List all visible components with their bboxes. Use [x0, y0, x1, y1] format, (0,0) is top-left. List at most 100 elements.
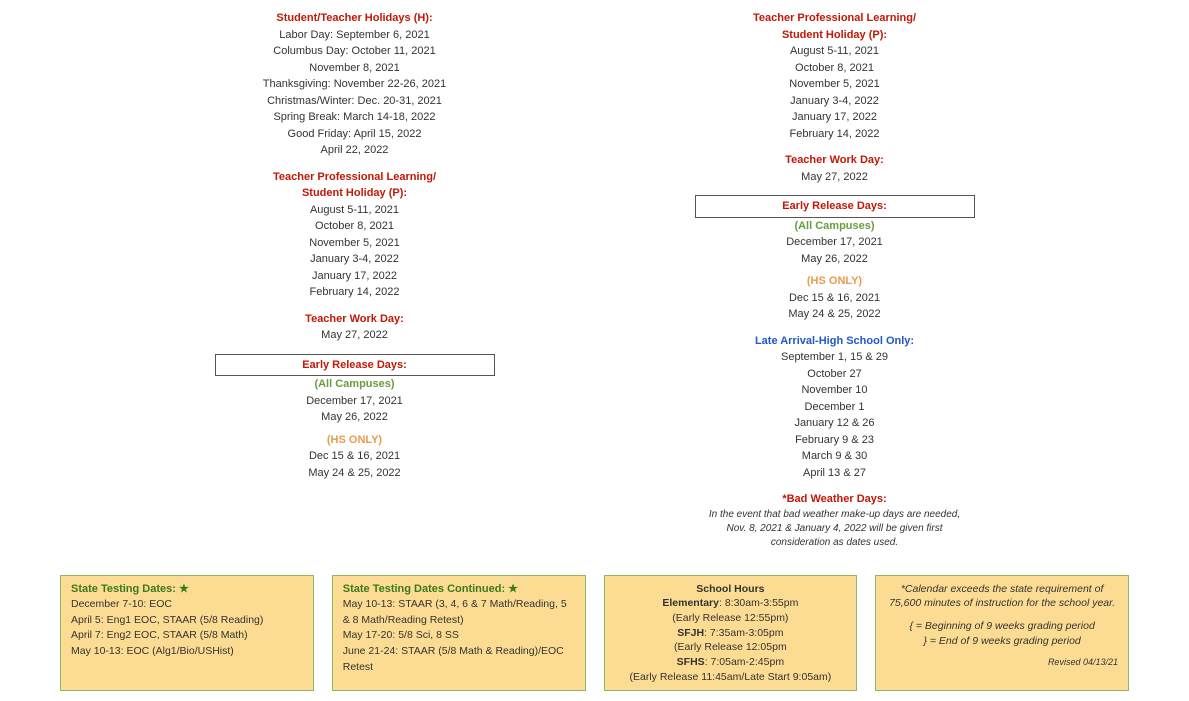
holidays-section: Student/Teacher Holidays (H): Labor Day:… — [205, 10, 505, 159]
list-item: May 26, 2022 — [205, 409, 505, 426]
c1-lines: December 7-10: EOCApril 5: Eng1 EOC, STA… — [71, 597, 303, 660]
erd-hs-title-right: (HS ONLY) — [685, 273, 985, 290]
holidays-list: Labor Day: September 6, 2021Columbus Day… — [205, 27, 505, 159]
list-item: February 14, 2022 — [205, 284, 505, 301]
list-item: January 17, 2022 — [205, 268, 505, 285]
list-item: September 1, 15 & 29 — [685, 349, 985, 366]
list-item: May 24 & 25, 2022 — [205, 465, 505, 482]
c3-elem-er: (Early Release 12:55pm) — [615, 611, 847, 626]
list-item: December 17, 2021 — [685, 234, 985, 251]
workday-section-right: Teacher Work Day: May 27, 2022 — [685, 152, 985, 185]
c2-lines: May 10-13: STAAR (3, 4, 6 & 7 Math/Readi… — [343, 597, 575, 676]
list-item: November 8, 2021 — [205, 60, 505, 77]
state-testing-card-1: State Testing Dates: ★ December 7-10: EO… — [60, 575, 314, 692]
c3-title: School Hours — [615, 582, 847, 597]
erd-all-list-left: December 17, 2021May 26, 2022 — [205, 393, 505, 426]
erd-hs-list-right: Dec 15 & 16, 2021May 24 & 25, 2022 — [685, 290, 985, 323]
list-item: May 10-13: EOC (Alg1/Bio/USHist) — [71, 644, 303, 660]
tpl-title2-right: Student Holiday (P): — [685, 27, 985, 44]
c1-title: State Testing Dates: ★ — [71, 582, 303, 597]
list-item: January 12 & 26 — [685, 415, 985, 432]
list-item: December 1 — [685, 399, 985, 416]
list-item: May 24 & 25, 2022 — [685, 306, 985, 323]
list-item: April 13 & 27 — [685, 465, 985, 482]
bottom-cards: State Testing Dates: ★ December 7-10: EO… — [60, 575, 1129, 692]
list-item: October 8, 2021 — [685, 60, 985, 77]
workday-title-left: Teacher Work Day: — [205, 311, 505, 328]
list-item: Thanksgiving: November 22-26, 2021 — [205, 76, 505, 93]
c3-jh: SFJH: 7:35am-3:05pm — [615, 626, 847, 641]
workday-right: May 27, 2022 — [685, 169, 985, 186]
erd-all-title-left: (All Campuses) — [205, 376, 505, 393]
workday-left: May 27, 2022 — [205, 327, 505, 344]
list-item: October 27 — [685, 366, 985, 383]
list-item: Christmas/Winter: Dec. 20-31, 2021 — [205, 93, 505, 110]
erd-title-right: Early Release Days: — [695, 195, 975, 218]
left-column: Student/Teacher Holidays (H): Labor Day:… — [205, 10, 505, 560]
list-item: Labor Day: September 6, 2021 — [205, 27, 505, 44]
erd-section-left: Early Release Days: (All Campuses) Decem… — [205, 354, 505, 482]
c2-title: State Testing Dates Continued: ★ — [343, 582, 575, 597]
list-item: April 22, 2022 — [205, 142, 505, 159]
erd-all-title-right: (All Campuses) — [685, 218, 985, 235]
list-item: October 8, 2021 — [205, 218, 505, 235]
erd-hs-list-left: Dec 15 & 16, 2021May 24 & 25, 2022 — [205, 448, 505, 481]
c3-hs-er: (Early Release 11:45am/Late Start 9:05am… — [615, 670, 847, 685]
list-item: March 9 & 30 — [685, 448, 985, 465]
c3-hs: SFHS: 7:05am-2:45pm — [615, 655, 847, 670]
list-item: February 9 & 23 — [685, 432, 985, 449]
workday-section-left: Teacher Work Day: May 27, 2022 — [205, 311, 505, 344]
list-item: Columbus Day: October 11, 2021 — [205, 43, 505, 60]
list-item: August 5-11, 2021 — [205, 202, 505, 219]
list-item: May 26, 2022 — [685, 251, 985, 268]
right-column: Teacher Professional Learning/ Student H… — [685, 10, 985, 560]
c3-jh-er: (Early Release 12:05pm — [615, 640, 847, 655]
holidays-title: Student/Teacher Holidays (H): — [205, 10, 505, 27]
list-item: August 5-11, 2021 — [685, 43, 985, 60]
list-item: December 17, 2021 — [205, 393, 505, 410]
list-item: December 7-10: EOC — [71, 597, 303, 613]
c4-revised: Revised 04/13/21 — [886, 656, 1118, 669]
list-item: April 5: Eng1 EOC, STAAR (5/8 Reading) — [71, 613, 303, 629]
c3-elem: Elementary: 8:30am-3:55pm — [615, 596, 847, 611]
tpl-list-right: August 5-11, 2021October 8, 2021November… — [685, 43, 985, 142]
list-item: Dec 15 & 16, 2021 — [685, 290, 985, 307]
list-item: May 17-20: 5/8 Sci, 8 SS — [343, 628, 575, 644]
late-list: September 1, 15 & 29October 27November 1… — [685, 349, 985, 481]
tpl-list-left: August 5-11, 2021October 8, 2021November… — [205, 202, 505, 301]
late-arrival-section: Late Arrival-High School Only: September… — [685, 333, 985, 482]
erd-hs-title-left: (HS ONLY) — [205, 432, 505, 449]
list-item: January 3-4, 2022 — [205, 251, 505, 268]
state-testing-card-2: State Testing Dates Continued: ★ May 10-… — [332, 575, 586, 692]
tpl-title1-left: Teacher Professional Learning/ — [205, 169, 505, 186]
list-item: January 17, 2022 — [685, 109, 985, 126]
bw-note2: Nov. 8, 2021 & January 4, 2022 will be g… — [685, 522, 985, 536]
workday-title-right: Teacher Work Day: — [685, 152, 985, 169]
bw-note1: In the event that bad weather make-up da… — [685, 508, 985, 522]
calendar-notes-card: *Calendar exceeds the state requirement … — [875, 575, 1129, 692]
list-item: June 21-24: STAAR (5/8 Math & Reading)/E… — [343, 644, 575, 676]
list-item: January 3-4, 2022 — [685, 93, 985, 110]
list-item: May 10-13: STAAR (3, 4, 6 & 7 Math/Readi… — [343, 597, 575, 629]
c4-note2: { = Beginning of 9 weeks grading period — [886, 619, 1118, 634]
tpl-title2-left: Student Holiday (P): — [205, 185, 505, 202]
list-item: February 14, 2022 — [685, 126, 985, 143]
tpl-section-left: Teacher Professional Learning/ Student H… — [205, 169, 505, 301]
tpl-section-right: Teacher Professional Learning/ Student H… — [685, 10, 985, 142]
list-item: November 5, 2021 — [205, 235, 505, 252]
list-item: Dec 15 & 16, 2021 — [205, 448, 505, 465]
tpl-title1-right: Teacher Professional Learning/ — [685, 10, 985, 27]
erd-section-right: Early Release Days: (All Campuses) Decem… — [685, 195, 985, 323]
bw-note3: consideration as dates used. — [685, 536, 985, 550]
late-title: Late Arrival-High School Only: — [685, 333, 985, 350]
c4-note1: *Calendar exceeds the state requirement … — [886, 582, 1118, 611]
bad-weather-section: *Bad Weather Days: In the event that bad… — [685, 491, 985, 550]
list-item: November 5, 2021 — [685, 76, 985, 93]
erd-all-list-right: December 17, 2021May 26, 2022 — [685, 234, 985, 267]
list-item: April 7: Eng2 EOC, STAAR (5/8 Math) — [71, 628, 303, 644]
school-hours-card: School Hours Elementary: 8:30am-3:55pm (… — [604, 575, 858, 692]
list-item: November 10 — [685, 382, 985, 399]
list-item: Spring Break: March 14-18, 2022 — [205, 109, 505, 126]
erd-title-left: Early Release Days: — [215, 354, 495, 377]
list-item: Good Friday: April 15, 2022 — [205, 126, 505, 143]
